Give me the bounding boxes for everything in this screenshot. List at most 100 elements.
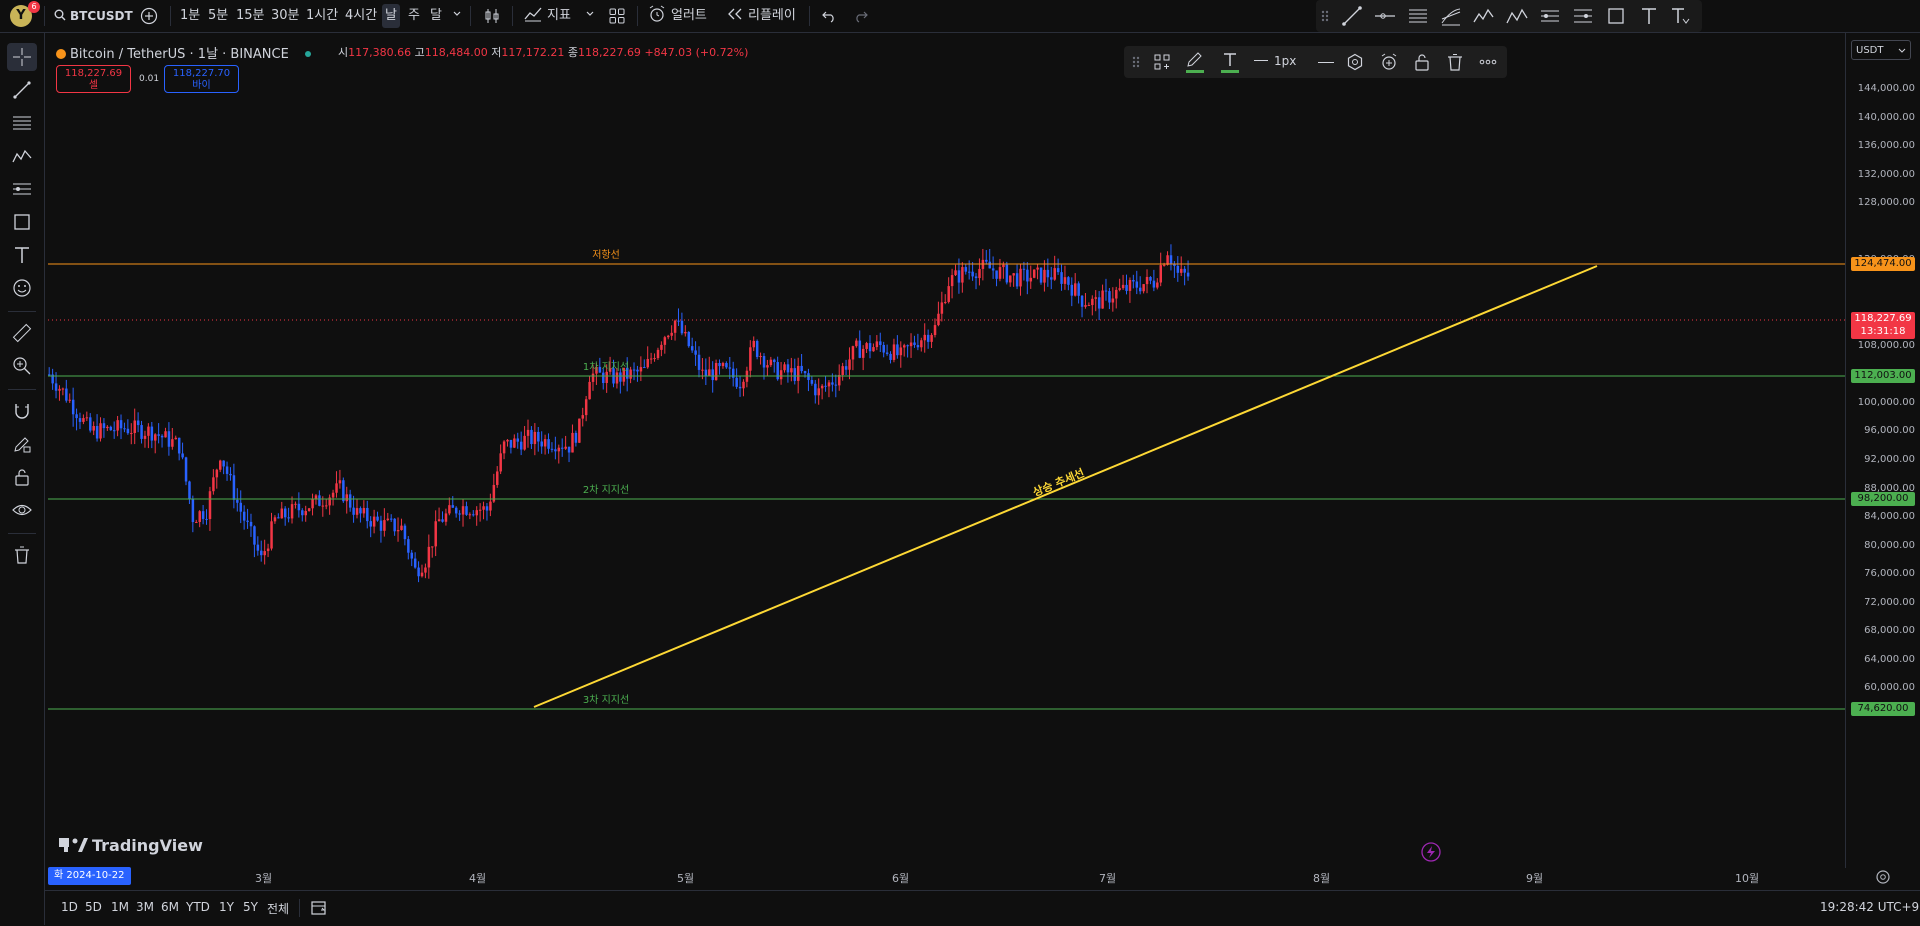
more-button[interactable] (1479, 53, 1497, 71)
lock-drawings-tool[interactable] (7, 463, 37, 491)
interval-15m[interactable]: 15분 (236, 8, 265, 23)
abcd-pattern-tool[interactable] (1505, 4, 1529, 28)
candle-body (236, 499, 239, 503)
rectangle-tool[interactable] (1604, 4, 1628, 28)
magnet-tool[interactable] (7, 397, 37, 425)
interval-dropdown[interactable] (452, 4, 462, 28)
text-color-button[interactable] (1220, 51, 1240, 73)
symbol-search-button[interactable]: BTCUSDT (54, 4, 133, 28)
candle-body (506, 439, 509, 442)
goto-date-button[interactable] (310, 899, 328, 917)
range-1m[interactable]: 1M (111, 900, 129, 914)
compare-add-button[interactable] (140, 4, 158, 28)
line-style-icon (1318, 62, 1334, 63)
uptrend-line[interactable] (533, 265, 1598, 708)
add-alert-button[interactable] (1379, 52, 1399, 72)
candle-body (448, 505, 451, 514)
candle-body (783, 364, 786, 371)
time-axis[interactable] (45, 866, 1920, 888)
sell-button[interactable]: 118,227.69 셀 (56, 65, 131, 93)
elliott-wave-tool[interactable] (1472, 4, 1496, 28)
time-axis-settings-button[interactable] (1874, 868, 1892, 886)
measure-tool[interactable] (7, 319, 37, 347)
crosshair-tool[interactable] (7, 43, 37, 71)
patterns-tool[interactable] (7, 142, 37, 170)
keep-drawing-tool[interactable] (7, 430, 37, 458)
interval-1h[interactable]: 1시간 (306, 8, 339, 23)
text-tool[interactable] (1637, 4, 1661, 28)
alert-button[interactable]: 얼러트 (648, 4, 707, 28)
text-tool[interactable] (7, 241, 37, 269)
range-1d[interactable]: 1D (61, 900, 78, 914)
candle-body (1156, 282, 1159, 288)
shapes-tool[interactable] (7, 208, 37, 236)
candle-body (762, 356, 766, 368)
layouts-button[interactable] (609, 4, 625, 28)
candle-body (390, 518, 393, 520)
range-1y[interactable]: 1Y (219, 900, 234, 914)
candle-body (673, 320, 677, 333)
text-anchored-tool[interactable] (1668, 4, 1692, 28)
range-5y[interactable]: 5Y (243, 900, 258, 914)
forecast-tool[interactable] (7, 175, 37, 203)
interval-1m[interactable]: 1분 (180, 8, 201, 23)
fib-tool[interactable] (7, 109, 37, 137)
chevron-down-icon (453, 11, 461, 16)
delete-button[interactable] (1446, 53, 1464, 71)
support-line-2-label: 2차 지지선 (583, 484, 629, 496)
candle-body (68, 399, 72, 401)
price-tick-label: 136,000.00 (1857, 140, 1915, 152)
replay-button[interactable]: 리플레이 (727, 4, 796, 28)
zoom-tool[interactable] (7, 352, 37, 380)
lock-button[interactable] (1413, 53, 1431, 71)
parallel-channel-tool[interactable] (1406, 4, 1430, 28)
range-all[interactable]: 전체 (267, 902, 290, 916)
interval-week[interactable]: 주 (408, 8, 420, 23)
candle-body (256, 544, 260, 551)
price-axis[interactable] (1845, 33, 1920, 868)
interval-5m[interactable]: 5분 (208, 8, 229, 23)
wave-icon (1473, 8, 1494, 23)
interval-month[interactable]: 달 (430, 8, 442, 23)
candle-body (773, 359, 776, 363)
indicators-dropdown[interactable] (585, 4, 595, 28)
line-color-button[interactable] (1185, 51, 1205, 73)
price-tick-label: 144,000.00 (1857, 83, 1915, 94)
interval-4h[interactable]: 4시간 (345, 8, 378, 23)
chart-type-button[interactable] (484, 4, 500, 28)
remove-drawings-tool[interactable] (7, 541, 37, 569)
redo-button[interactable] (853, 4, 869, 28)
interval-day-active[interactable]: 날 (382, 4, 400, 28)
avatar[interactable]: Y (10, 5, 32, 27)
range-3m[interactable]: 3M (136, 900, 154, 914)
currency-select[interactable]: USDT (1851, 40, 1911, 60)
line-width-button[interactable]: 1px (1254, 54, 1296, 70)
lightning-icon[interactable] (1421, 842, 1441, 862)
interval-30m[interactable]: 30분 (271, 8, 300, 23)
candle-body (523, 435, 526, 450)
long-position-tool[interactable] (1571, 4, 1595, 28)
range-6m[interactable]: 6M (161, 900, 179, 914)
line-style-button[interactable] (1316, 54, 1336, 70)
buy-button[interactable]: 118,227.70 바이 (164, 65, 239, 93)
horizontal-ray-tool[interactable] (1373, 4, 1397, 28)
undo-button[interactable] (821, 4, 837, 28)
drag-handle[interactable] (1124, 46, 1507, 78)
trend-line-tool[interactable] (1340, 4, 1364, 28)
symbol-legend[interactable]: Bitcoin / TetherUS · 1날 · BINANCE (56, 43, 311, 62)
emoji-tool[interactable] (7, 274, 37, 302)
range-5d[interactable]: 5D (85, 900, 102, 914)
indicators-button[interactable]: 지표 (524, 4, 571, 28)
candle-body (950, 275, 954, 287)
templates-button[interactable] (1153, 53, 1171, 71)
settings-button[interactable] (1346, 53, 1364, 71)
clock-timezone[interactable]: 19:28:42 UTC+9 (1820, 900, 1920, 914)
fib-channel-tool[interactable] (1439, 4, 1463, 28)
regression-tool[interactable] (1538, 4, 1562, 28)
candle-body (273, 517, 277, 522)
hide-drawings-tool[interactable] (7, 496, 37, 524)
range-ytd[interactable]: YTD (186, 900, 210, 914)
trend-line-tool[interactable] (7, 76, 37, 104)
candle-body (526, 429, 530, 436)
